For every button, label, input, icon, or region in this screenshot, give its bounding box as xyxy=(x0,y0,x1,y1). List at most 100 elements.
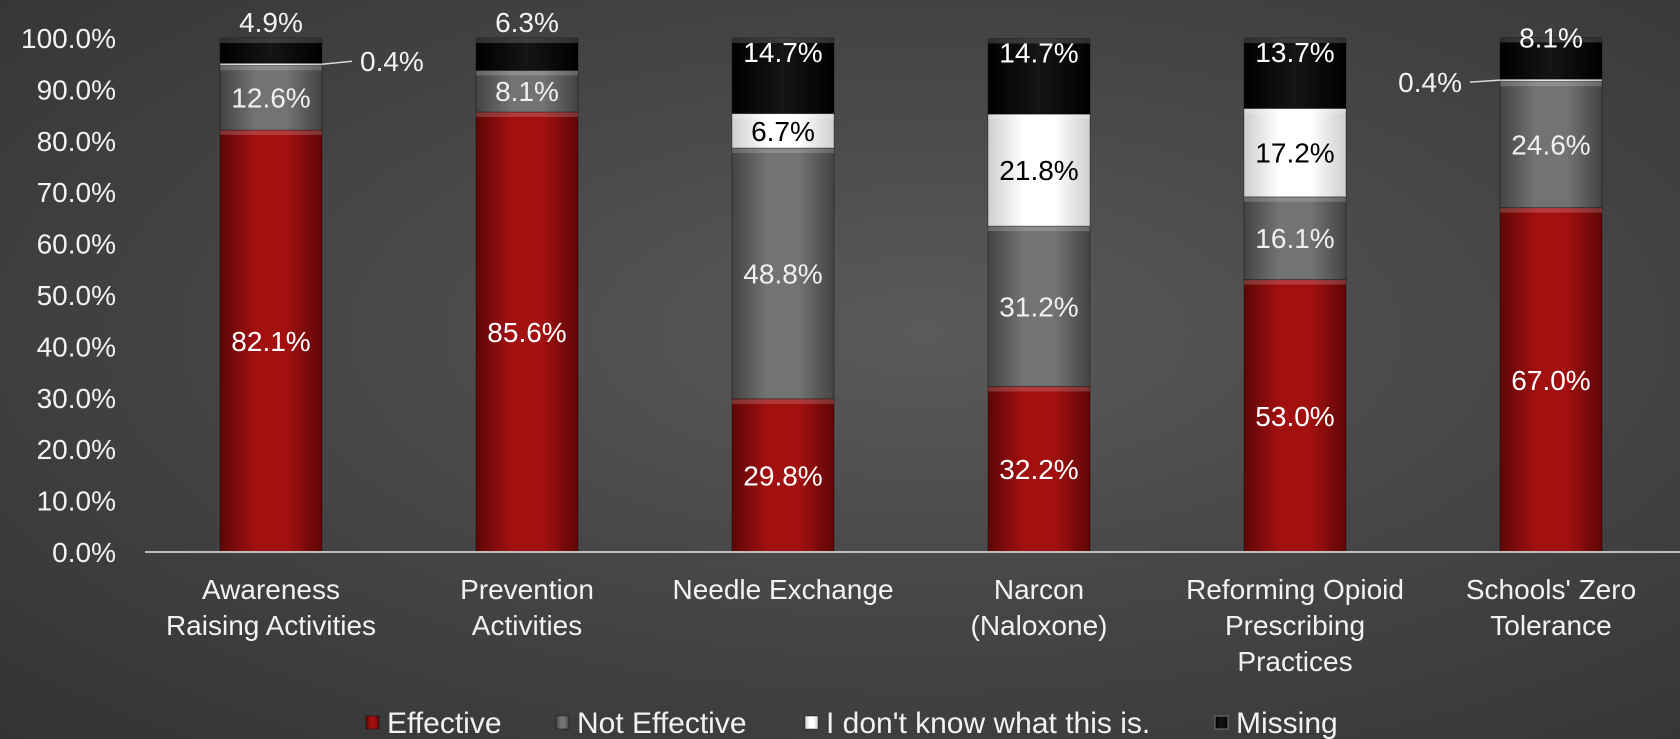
data-label: 48.8% xyxy=(743,258,822,289)
data-labels: 82.1% 12.6% 0.4% 4.9% 85.6% 8.1% 6.3% 29.8% 48.8… xyxy=(231,7,1590,491)
legend-label: Missing xyxy=(1236,707,1338,739)
bar-segment-bevel xyxy=(1244,108,1346,114)
bar-segment-bevel xyxy=(988,226,1090,232)
y-tick-label: 0.0% xyxy=(52,537,116,568)
bar-segment-bevel xyxy=(476,112,578,118)
bar-segment-bevel xyxy=(732,147,834,153)
bar-segment-bevel xyxy=(1244,38,1346,43)
legend-swatch xyxy=(1214,715,1229,730)
bar-segment-not-effective xyxy=(219,64,323,131)
legend-swatch xyxy=(804,715,819,730)
legend-swatch xyxy=(365,715,380,730)
y-tick-label: 60.0% xyxy=(37,229,116,260)
bar-segment-not-effective xyxy=(475,69,579,113)
bar-segment-missing xyxy=(1243,37,1347,109)
data-label: 0.4% xyxy=(1398,67,1462,98)
bar-segment-bevel xyxy=(1500,79,1602,82)
bar-segment-bevel xyxy=(220,65,322,71)
data-label: 13.7% xyxy=(1255,37,1334,68)
x-category-label: Schools' Zero Tolerance xyxy=(1466,574,1636,641)
legend-item: Missing xyxy=(1214,707,1338,739)
data-label: 16.1% xyxy=(1255,223,1334,254)
bar-segment-bevel xyxy=(1500,81,1602,87)
bar-segment-not-effective xyxy=(1499,80,1603,209)
x-axis-categories: Awareness Raising Activities Prevention Act… xyxy=(166,574,1636,677)
data-label: 21.8% xyxy=(999,155,1078,186)
bar-segment-missing xyxy=(475,37,579,71)
legend-item: I don't know what this is. xyxy=(804,707,1150,739)
bar-segment-bevel xyxy=(220,63,322,66)
bar-segment-missing xyxy=(731,37,835,115)
y-tick-label: 100.0% xyxy=(21,23,116,54)
bar-segment-i-don-t-know-what-this-is xyxy=(731,113,835,149)
bar-segment-bevel xyxy=(1244,196,1346,202)
bar-segment-bevel xyxy=(732,398,834,404)
data-label-leader-line xyxy=(321,60,353,65)
bar-segment-bevel xyxy=(1500,207,1602,213)
data-label: 0.4% xyxy=(360,46,424,77)
y-tick-label: 70.0% xyxy=(37,177,116,208)
y-tick-label: 50.0% xyxy=(37,280,116,311)
bar-segment-effective xyxy=(987,385,1091,553)
bar-segment-bevel xyxy=(732,38,834,43)
y-tick-label: 90.0% xyxy=(37,74,116,105)
data-label: 12.6% xyxy=(231,83,310,114)
bar-segment-i-don-t-know-what-this-is xyxy=(1243,107,1347,198)
data-label: 14.7% xyxy=(999,38,1078,69)
data-label: 4.9% xyxy=(239,7,303,38)
data-label: 67.0% xyxy=(1511,365,1590,396)
bars xyxy=(219,36,1603,553)
bar-segment-missing xyxy=(1499,36,1603,80)
bar-segment-effective xyxy=(1499,207,1603,553)
data-label: 29.8% xyxy=(743,460,822,491)
bar-segment-effective xyxy=(731,398,835,553)
y-tick-label: 80.0% xyxy=(37,126,116,157)
x-category-label: Prevention Activities xyxy=(460,574,594,641)
data-label: 31.2% xyxy=(999,291,1078,322)
bar-segment-bevel xyxy=(1500,37,1602,43)
bar-segment-missing xyxy=(219,37,323,64)
bar-segment-bevel xyxy=(732,113,834,119)
data-label: 17.2% xyxy=(1255,138,1334,169)
x-category-label: Reforming Opioid Prescribing Practices xyxy=(1186,574,1404,677)
legend-label: Effective xyxy=(387,707,502,739)
bar-segment-bevel xyxy=(988,114,1090,120)
bar-segment-effective xyxy=(1243,279,1347,553)
data-label: 6.7% xyxy=(751,116,815,147)
y-tick-label: 20.0% xyxy=(37,434,116,465)
bar-segment-bevel xyxy=(476,70,578,76)
bar-segment-bevel xyxy=(220,130,322,136)
bar-segment-bevel xyxy=(988,38,1090,44)
bar-segment-bevel xyxy=(476,38,578,43)
data-label: 6.3% xyxy=(495,7,559,38)
legend-item: Effective xyxy=(365,707,502,739)
y-tick-label: 30.0% xyxy=(37,383,116,414)
legend-item: Not Effective xyxy=(555,707,747,739)
legend-label: I don't know what this is. xyxy=(826,707,1150,739)
bar-segment-bevel xyxy=(1244,279,1346,285)
bar-segment-i-don-t-know-what-this-is xyxy=(987,113,1091,227)
data-label: 24.6% xyxy=(1511,129,1590,160)
y-tick-label: 10.0% xyxy=(37,486,116,517)
bar-segment-missing xyxy=(987,38,1091,115)
data-label: 53.0% xyxy=(1255,401,1334,432)
x-category-label: Needle Exchange xyxy=(672,574,893,605)
bar-segment-not-effective xyxy=(987,225,1091,387)
data-label: 8.1% xyxy=(1519,22,1583,53)
x-category-label: Narcon (Naloxone) xyxy=(971,574,1108,641)
data-label-leader-line xyxy=(1469,79,1501,83)
y-axis: 0.0% 10.0% 20.0% 30.0% 40.0% 50.0% 60.0% 70.0% 8… xyxy=(21,23,116,568)
bar-segment-not-effective xyxy=(731,147,835,400)
data-label: 32.2% xyxy=(999,454,1078,485)
bar-segment-not-effective xyxy=(1243,196,1347,281)
bar-segment-bevel xyxy=(220,38,322,43)
bar-segment-effective xyxy=(475,111,579,553)
legend: Effective Not Effective I don't know what … xyxy=(365,707,1338,739)
x-category-label: Awareness Raising Activities xyxy=(166,574,376,641)
bar-segment-effective xyxy=(219,129,323,553)
data-label: 85.6% xyxy=(487,317,566,348)
data-label: 82.1% xyxy=(231,326,310,357)
y-tick-label: 40.0% xyxy=(37,331,116,362)
data-label: 8.1% xyxy=(495,76,559,107)
